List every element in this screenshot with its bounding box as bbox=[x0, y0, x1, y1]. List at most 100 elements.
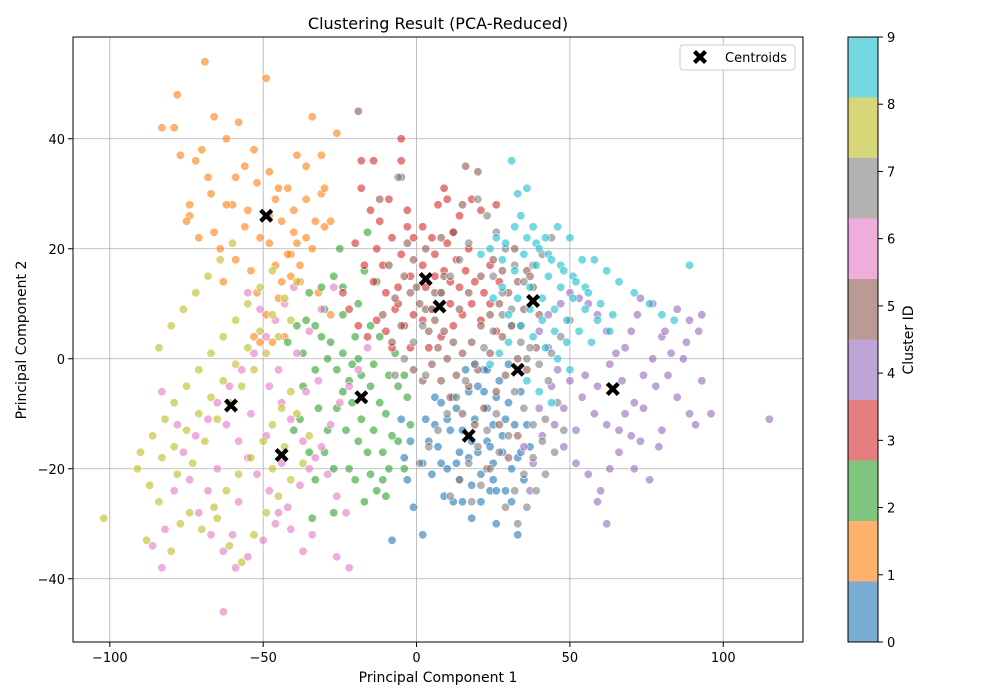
data-point-cluster-3 bbox=[408, 310, 418, 320]
data-point-cluster-6 bbox=[206, 530, 216, 540]
data-point-cluster-8 bbox=[175, 519, 185, 529]
data-point-cluster-8 bbox=[166, 546, 176, 556]
data-point-cluster-2 bbox=[399, 464, 409, 474]
colorbar-ticks: 0 1 2 3 4 5 6 7 8 9 bbox=[878, 31, 895, 651]
data-point-cluster-7 bbox=[503, 431, 513, 441]
data-point-cluster-4 bbox=[620, 343, 630, 353]
data-point-cluster-7 bbox=[516, 337, 526, 347]
data-point-cluster-8 bbox=[194, 409, 204, 419]
data-point-cluster-9 bbox=[510, 222, 520, 232]
data-point-cluster-0 bbox=[473, 381, 483, 391]
data-point-cluster-4 bbox=[697, 376, 707, 386]
data-point-cluster-8 bbox=[298, 458, 308, 468]
data-point-cluster-2 bbox=[402, 392, 412, 402]
data-point-cluster-6 bbox=[332, 491, 342, 501]
data-point-cluster-6 bbox=[178, 447, 188, 457]
data-point-cluster-4 bbox=[534, 326, 544, 336]
data-point-cluster-2 bbox=[316, 282, 326, 292]
data-point-cluster-8 bbox=[267, 464, 277, 474]
x-tick-label: −100 bbox=[92, 651, 128, 666]
data-point-cluster-1 bbox=[301, 161, 311, 171]
data-point-cluster-0 bbox=[433, 442, 443, 452]
data-point-cluster-3 bbox=[424, 343, 434, 353]
data-point-cluster-2 bbox=[332, 365, 342, 375]
data-point-cluster-8 bbox=[286, 475, 296, 485]
data-point-cluster-3 bbox=[396, 134, 406, 144]
data-point-cluster-9 bbox=[562, 337, 572, 347]
data-point-cluster-8 bbox=[197, 524, 207, 534]
centroid-marker-cluster-8 bbox=[224, 398, 238, 413]
data-point-cluster-5 bbox=[525, 271, 535, 281]
data-point-cluster-2 bbox=[310, 475, 320, 485]
y-tick-label: 40 bbox=[48, 133, 65, 148]
data-point-cluster-4 bbox=[660, 326, 670, 336]
data-point-cluster-8 bbox=[267, 266, 277, 276]
data-point-cluster-6 bbox=[326, 420, 336, 430]
data-point-cluster-3 bbox=[356, 183, 366, 193]
data-point-cluster-1 bbox=[332, 128, 342, 138]
data-point-cluster-8 bbox=[182, 381, 192, 391]
data-point-cluster-4 bbox=[632, 310, 642, 320]
data-point-cluster-4 bbox=[638, 370, 648, 380]
legend-box bbox=[679, 44, 796, 71]
data-point-cluster-8 bbox=[154, 497, 164, 507]
data-point-cluster-0 bbox=[503, 398, 513, 408]
centroid-marker-cluster-0 bbox=[461, 428, 476, 443]
data-point-cluster-6 bbox=[249, 348, 259, 358]
data-point-cluster-8 bbox=[154, 343, 164, 353]
data-point-cluster-1 bbox=[326, 216, 336, 226]
data-point-cluster-1 bbox=[283, 249, 293, 259]
colorbar-border bbox=[847, 36, 879, 643]
data-point-cluster-7 bbox=[454, 475, 464, 485]
data-point-cluster-7 bbox=[522, 354, 532, 364]
data-point-cluster-5 bbox=[467, 337, 477, 347]
data-point-cluster-7 bbox=[540, 469, 550, 479]
data-point-cluster-6 bbox=[316, 442, 326, 452]
data-point-cluster-7 bbox=[519, 469, 529, 479]
data-point-cluster-2 bbox=[378, 447, 388, 457]
data-point-cluster-0 bbox=[436, 458, 446, 468]
data-point-cluster-0 bbox=[387, 535, 397, 545]
data-point-cluster-2 bbox=[369, 359, 379, 369]
data-point-cluster-4 bbox=[596, 486, 606, 496]
data-point-cluster-0 bbox=[467, 480, 477, 490]
data-point-cluster-8 bbox=[157, 453, 167, 463]
data-point-cluster-3 bbox=[362, 332, 372, 342]
data-point-cluster-6 bbox=[255, 304, 265, 314]
data-point-cluster-4 bbox=[666, 348, 676, 358]
data-point-cluster-7 bbox=[559, 425, 569, 435]
data-point-cluster-1 bbox=[252, 178, 262, 188]
data-point-cluster-6 bbox=[362, 343, 372, 353]
data-point-cluster-5 bbox=[476, 271, 486, 281]
data-point-cluster-6 bbox=[218, 546, 228, 556]
data-point-cluster-4 bbox=[571, 425, 581, 435]
colorbar-tick-label: 0 bbox=[887, 636, 895, 651]
data-point-cluster-9 bbox=[513, 293, 523, 303]
data-point-cluster-4 bbox=[626, 326, 636, 336]
data-point-cluster-5 bbox=[408, 255, 418, 265]
data-point-cluster-8 bbox=[267, 310, 277, 320]
data-point-cluster-1 bbox=[286, 271, 296, 281]
data-point-cluster-3 bbox=[445, 299, 455, 309]
data-point-cluster-2 bbox=[313, 403, 323, 413]
data-point-cluster-3 bbox=[448, 321, 458, 331]
centroid-marker-cluster-3 bbox=[418, 272, 433, 286]
data-point-cluster-8 bbox=[292, 277, 302, 287]
data-point-cluster-3 bbox=[402, 205, 412, 215]
data-point-cluster-5 bbox=[430, 315, 440, 325]
data-point-cluster-8 bbox=[286, 315, 296, 325]
data-point-cluster-5 bbox=[448, 337, 458, 347]
data-point-cluster-0 bbox=[454, 447, 464, 457]
data-point-cluster-8 bbox=[200, 436, 210, 446]
data-point-cluster-2 bbox=[381, 491, 391, 501]
data-point-cluster-5 bbox=[485, 310, 495, 320]
data-point-cluster-2 bbox=[292, 321, 302, 331]
data-point-cluster-9 bbox=[497, 255, 507, 265]
data-point-cluster-0 bbox=[396, 414, 406, 424]
data-point-cluster-2 bbox=[304, 288, 314, 298]
data-point-cluster-6 bbox=[344, 381, 354, 391]
data-point-cluster-1 bbox=[172, 90, 182, 100]
data-point-cluster-5 bbox=[402, 238, 412, 248]
data-point-cluster-6 bbox=[231, 563, 241, 573]
data-point-cluster-3 bbox=[427, 233, 437, 243]
